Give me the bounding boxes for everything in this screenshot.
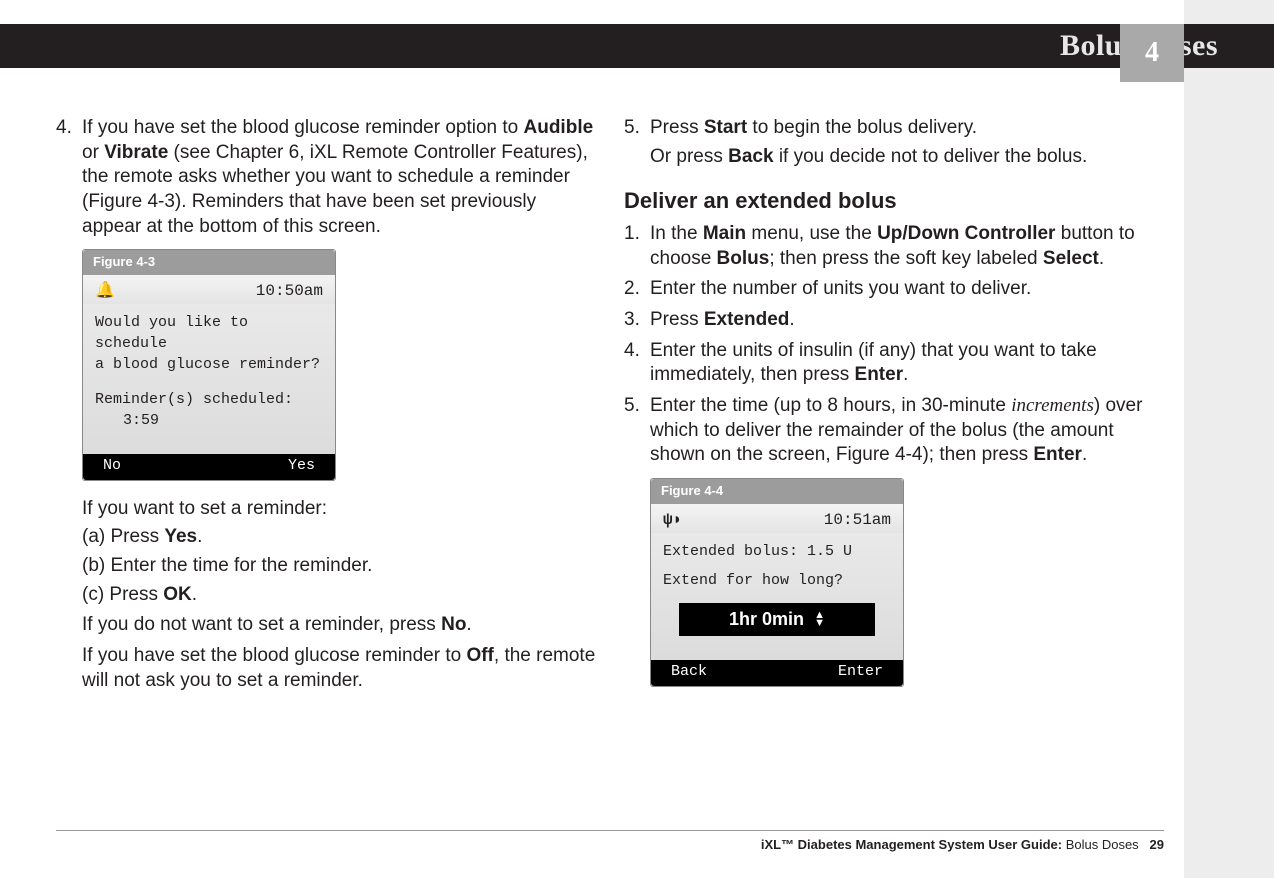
step-5: 5. Press Start to begin the bolus delive…	[624, 116, 1164, 169]
fork-icon: ψ◗	[663, 510, 682, 531]
page-margin-gray	[1184, 0, 1274, 878]
content-columns: 4. If you have set the blood glucose rem…	[56, 116, 1164, 703]
up-down-arrows-icon: ▲▼	[814, 611, 825, 629]
softkey-enter: Enter	[838, 662, 883, 682]
softkey-back: Back	[671, 662, 707, 682]
device-time: 10:50am	[256, 281, 323, 302]
device-body: Extended bolus: 1.5 U Extend for how lon…	[651, 533, 903, 660]
step-number: 5.	[624, 116, 650, 169]
device-softkeys: Back Enter	[651, 660, 903, 686]
step-body: Press Start to begin the bolus delivery.…	[650, 116, 1164, 169]
step-number: 5.	[624, 394, 650, 468]
device-body: Would you like to schedule a blood gluco…	[83, 304, 335, 454]
sub-a: (a) Press Yes.	[82, 525, 596, 550]
ext-step-1: 1. In the Main menu, use the Up/Down Con…	[624, 222, 1164, 271]
step-number: 2.	[624, 277, 650, 302]
device-softkeys: No Yes	[83, 454, 335, 480]
off-note: If you have set the blood glucose remind…	[82, 644, 596, 693]
footer-page: 29	[1150, 837, 1164, 852]
figure-caption: Figure 4-3	[83, 250, 335, 275]
no-reminder: If you do not want to set a reminder, pr…	[82, 613, 596, 638]
footer-product: iXL™ Diabetes Management System User Gui…	[761, 837, 1062, 852]
device-status-bar: ψ◗ 10:51am	[651, 504, 903, 533]
sub-c: (c) Press OK.	[82, 583, 596, 608]
header-bar: Bolus Doses	[0, 24, 1274, 68]
step-number: 3.	[624, 308, 650, 333]
figure-caption: Figure 4-4	[651, 479, 903, 504]
chapter-tab: 4	[1120, 24, 1184, 82]
step-body: If you have set the blood glucose remind…	[82, 116, 596, 239]
softkey-yes: Yes	[288, 456, 315, 476]
reminder-intro: If you want to set a reminder:	[82, 497, 596, 522]
ext-step-5: 5. Enter the time (up to 8 hours, in 30-…	[624, 394, 1164, 468]
device-status-bar: 🔔 10:50am	[83, 275, 335, 304]
ext-step-4: 4. Enter the units of insulin (if any) t…	[624, 339, 1164, 388]
ext-step-3: 3. Press Extended.	[624, 308, 1164, 333]
left-column: 4. If you have set the blood glucose rem…	[56, 116, 596, 703]
figure-4-3: Figure 4-3 🔔 10:50am Would you like to s…	[82, 249, 336, 480]
bell-icon: 🔔	[95, 281, 115, 302]
step-number: 1.	[624, 222, 650, 271]
footer-section: Bolus Doses	[1062, 837, 1139, 852]
right-column: 5. Press Start to begin the bolus delive…	[624, 116, 1164, 703]
ext-step-2: 2. Enter the number of units you want to…	[624, 277, 1164, 302]
sub-b: (b) Enter the time for the reminder.	[82, 554, 596, 579]
softkey-no: No	[103, 456, 121, 476]
figure-4-4: Figure 4-4 ψ◗ 10:51am Extended bolus: 1.…	[650, 478, 904, 686]
device-time: 10:51am	[824, 510, 891, 531]
chapter-number: 4	[1145, 37, 1159, 69]
duration-selector: 1hr 0min ▲▼	[679, 603, 875, 636]
section-heading: Deliver an extended bolus	[624, 187, 1164, 216]
page-footer: iXL™ Diabetes Management System User Gui…	[56, 830, 1164, 852]
step-4: 4. If you have set the blood glucose rem…	[56, 116, 596, 239]
step-number: 4.	[56, 116, 82, 239]
step-number: 4.	[624, 339, 650, 388]
